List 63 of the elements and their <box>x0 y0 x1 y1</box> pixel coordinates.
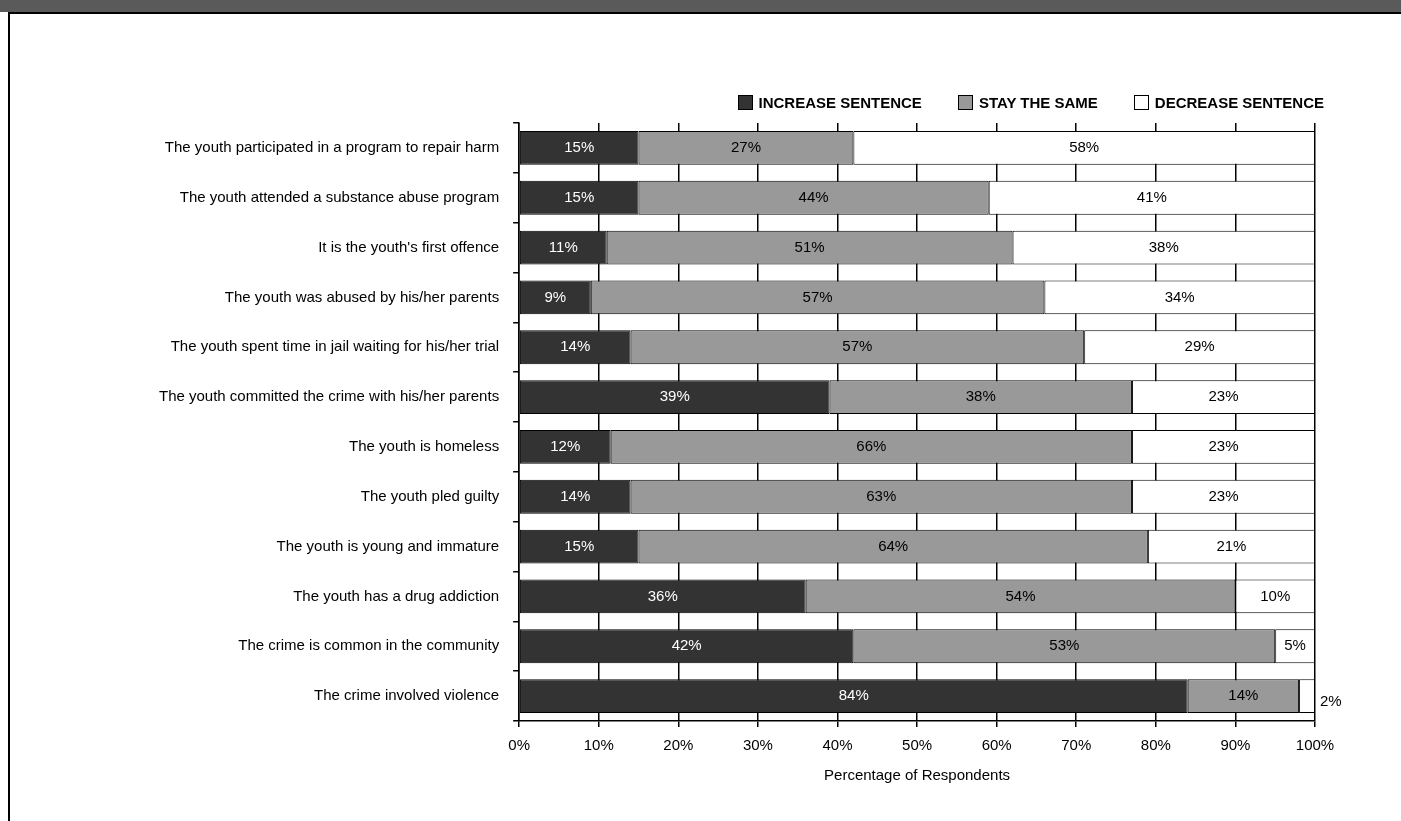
data-label: 57% <box>842 337 873 355</box>
y-tick-label: The youth pled guilty <box>360 486 500 504</box>
data-label: 14% <box>1228 686 1259 704</box>
data-label: 23% <box>1208 486 1239 504</box>
data-label: 5% <box>1284 636 1306 654</box>
data-label: 10% <box>1260 586 1291 604</box>
x-tick-label: 0% <box>508 736 530 754</box>
data-label: 15% <box>564 138 595 156</box>
data-label: 64% <box>878 536 909 554</box>
data-label: 14% <box>560 486 591 504</box>
x-tick-label: 70% <box>1061 736 1092 754</box>
y-tick-label: The youth is young and immature <box>276 536 500 554</box>
y-tick-label: It is the youth's first offence <box>318 237 500 255</box>
x-tick-label: 80% <box>1140 736 1171 754</box>
x-tick-label: 40% <box>822 736 853 754</box>
data-label: 11% <box>548 237 578 255</box>
data-label: 23% <box>1208 437 1239 455</box>
data-label: 38% <box>965 387 996 405</box>
x-tick-label: 10% <box>583 736 614 754</box>
data-label: 51% <box>794 237 825 255</box>
data-label: 44% <box>798 187 829 205</box>
data-label: 15% <box>564 187 595 205</box>
data-label: 63% <box>866 486 897 504</box>
data-label: 12% <box>550 437 581 455</box>
data-label: 15% <box>564 536 595 554</box>
series-label: DECREASE SENTENCE <box>1154 94 1324 111</box>
data-label: 42% <box>671 636 702 654</box>
data-label: 53% <box>1049 636 1080 654</box>
x-axis-title: Percentage of Respondents <box>824 766 1011 784</box>
data-label: 29% <box>1184 337 1215 355</box>
y-tick-label: The youth is homeless <box>349 437 500 455</box>
data-label: 58% <box>1069 138 1100 156</box>
y-tick-label: The youth has a drug addiction <box>293 586 500 604</box>
y-tick-label: The youth spent time in jail waiting for his/her trial <box>170 337 500 355</box>
data-label: 27% <box>730 138 761 156</box>
legend-label: INCREASE SENTENCE <box>758 94 922 111</box>
data-label: 66% <box>856 437 887 455</box>
y-tick-label: The youth participated in a program to repair harm <box>164 138 500 156</box>
data-label: 54% <box>1005 586 1036 604</box>
data-label: 9% <box>544 287 567 305</box>
data-label: 84% <box>838 686 869 704</box>
data-label: 36% <box>647 586 678 604</box>
data-label: 34% <box>1164 287 1195 305</box>
data-label: 38% <box>1148 237 1179 255</box>
y-tick-label: The youth was abused by his/her parents <box>224 287 500 305</box>
data-label: 23% <box>1208 387 1239 405</box>
x-tick-label: 30% <box>742 736 773 754</box>
data-label: 2% <box>1320 692 1342 710</box>
data-label: 57% <box>802 287 833 305</box>
x-tick-label: 100% <box>1295 736 1335 754</box>
y-tick-label: The youth committed the crime with his/her parents <box>158 387 500 405</box>
data-label: 41% <box>1136 187 1167 205</box>
x-tick-label: 20% <box>663 736 694 754</box>
x-tick-label: 60% <box>981 736 1012 754</box>
x-tick-label: 90% <box>1220 736 1251 754</box>
legend-label: STAY THE SAME <box>978 94 1098 111</box>
data-label: 39% <box>659 387 690 405</box>
y-tick-label: The crime involved violence <box>314 686 500 704</box>
y-tick-label: The crime is common in the community <box>238 636 500 654</box>
data-label: 21% <box>1216 536 1247 554</box>
y-tick-label: The youth attended a substance abuse program <box>179 187 500 205</box>
x-tick-label: 50% <box>902 736 933 754</box>
data-label: 14% <box>560 337 591 355</box>
